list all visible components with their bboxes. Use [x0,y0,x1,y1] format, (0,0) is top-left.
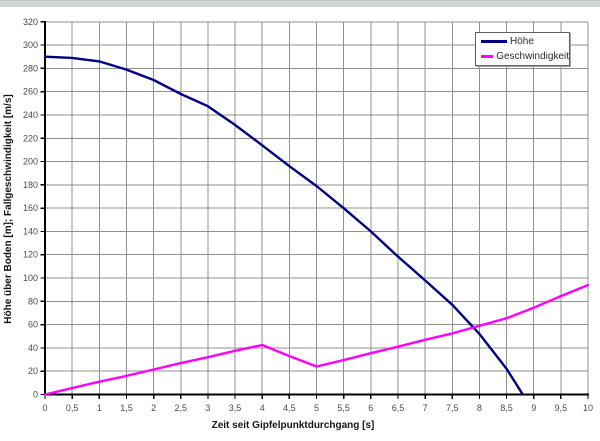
legend-item-geschwindigkeit: Geschwindigkeit [476,51,569,62]
x-tick-label: 3 [205,403,210,413]
legend-label-geschwindigkeit: Geschwindigkeit [496,50,569,62]
y-tick-label: 120 [23,250,38,260]
x-tick-label: 5 [314,403,319,413]
x-tick-label: 9,5 [555,403,568,413]
x-tick-label: 4 [260,403,265,413]
y-tick-label: 40 [28,343,38,353]
y-tick-label: 300 [23,40,38,50]
x-tick-label: 5,5 [337,403,350,413]
legend: Höhe Geschwindigkeit [475,32,570,66]
series-lines [43,55,590,396]
y-axis-title: Höhe über Boden [m]; Fallgeschwindigkeit… [3,94,14,323]
x-tick-label: 0,5 [66,403,79,413]
x-tick-label: 1 [97,403,102,413]
y-tick-label: 240 [23,110,38,120]
x-axis-title: Zeit seit Gipfelpunktdurchgang [s] [212,420,375,431]
y-tick-label: 220 [23,133,38,143]
y-tick-label: 200 [23,157,38,167]
x-tick-label: 0 [42,403,47,413]
gridlines [44,21,589,395]
x-tick-label: 7 [423,403,428,413]
y-tick-label: 160 [23,203,38,213]
x-tick-label: 8 [477,403,482,413]
legend-line-sample-hoehe [481,40,507,44]
y-tick-label: 80 [28,296,38,306]
tick-labels: 0 0,5 1 1,5 2 2,5 3 3,5 4 4,5 5 5,5 6 6,5 7 7,5 8 8,5 9 9,5… [23,17,593,413]
x-tick-label: 6,5 [392,403,405,413]
series-line-geschwindigkeit [43,283,590,396]
x-tick-label: 7,5 [446,403,459,413]
x-tick-label: 2 [151,403,156,413]
y-tick-label: 320 [23,17,38,27]
x-tick-label: 6 [368,403,373,413]
window-top-edge [0,0,600,7]
y-tick-label: 60 [28,320,38,330]
x-tick-label: 3,5 [229,403,242,413]
y-tick-label: 100 [23,273,38,283]
legend-line-sample-geschwindigkeit [481,54,494,58]
y-tick-label: 280 [23,63,38,73]
y-tick-label: 260 [23,87,38,97]
x-tick-label: 8,5 [500,403,513,413]
y-tick-label: 180 [23,180,38,190]
legend-label-hoehe: Höhe [510,36,534,48]
series-line-höhe [43,55,524,396]
x-tick-label: 4,5 [283,403,296,413]
y-tick-label: 20 [28,366,38,376]
legend-item-hoehe: Höhe [476,36,569,47]
axes [40,20,589,399]
y-tick-label: 0 [33,390,38,400]
y-tick-label: 140 [23,226,38,236]
x-tick-label: 9 [531,403,536,413]
x-tick-label: 2,5 [174,403,187,413]
x-tick-label: 1,5 [120,403,133,413]
x-tick-label: 10 [583,403,593,413]
